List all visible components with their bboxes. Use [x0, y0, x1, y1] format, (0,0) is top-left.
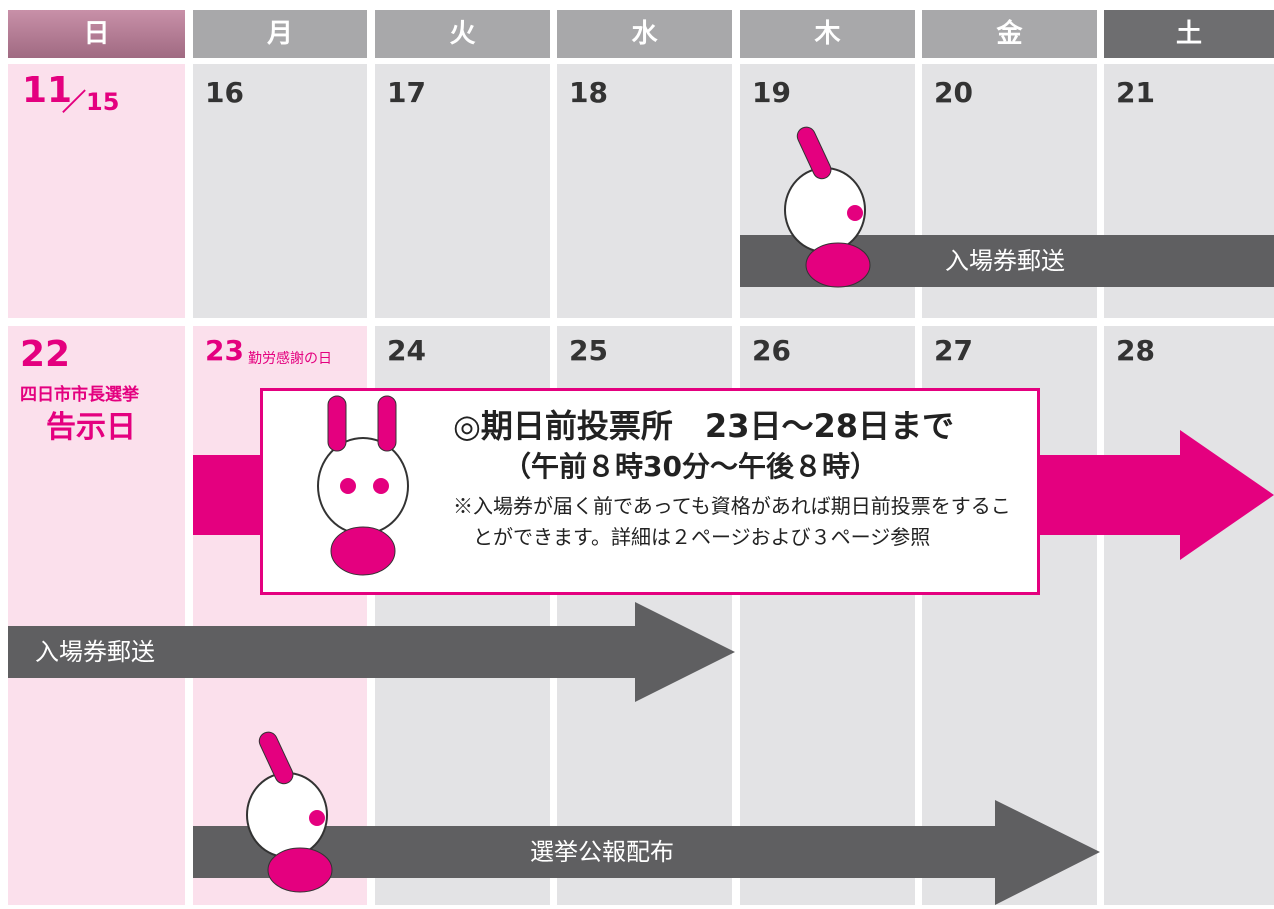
day-cell: [193, 64, 367, 318]
mascot: [784, 126, 871, 288]
holiday: 勤労感謝の日: [248, 351, 332, 367]
day-header: 金: [922, 10, 1097, 58]
mail-label: 入場券郵送: [35, 638, 155, 666]
voting-title: ◎期日前投票所 23日～28日まで: [453, 407, 954, 445]
election-note: 告示日: [46, 410, 136, 445]
date: 28: [1116, 334, 1155, 367]
mascot: [246, 731, 333, 893]
date: 19: [752, 76, 791, 109]
voting-hours: （午前８時30分～午後８時）: [503, 450, 878, 483]
day-cell: [557, 64, 732, 318]
day-header: 土: [1104, 10, 1274, 58]
date: 22: [20, 334, 71, 375]
date: 21: [1116, 76, 1155, 109]
date: 20: [934, 76, 973, 109]
voting-note: ※入場券が届く前であっても資格があれば期日前投票をすることができます。詳細は２ペ…: [453, 494, 1011, 549]
day-header: 木: [740, 10, 915, 58]
election-note: 四日市市長選挙: [20, 385, 139, 405]
date: 23: [205, 334, 244, 367]
day-cell: [8, 326, 185, 905]
day-header: 水: [557, 10, 732, 58]
date: 17: [387, 76, 426, 109]
day-header: 日: [8, 10, 185, 58]
day-cell: [8, 64, 185, 318]
date: 26: [752, 334, 791, 367]
date: ／15: [62, 88, 120, 116]
mascot: [317, 395, 409, 576]
mail-arrow: [8, 602, 735, 702]
date: 27: [934, 334, 973, 367]
day-cell: [1104, 326, 1274, 905]
day-cell: [375, 64, 550, 318]
day-header: 月: [193, 10, 367, 58]
date: 24: [387, 334, 426, 367]
day-header: 火: [375, 10, 550, 58]
date: 18: [569, 76, 608, 109]
date: 16: [205, 76, 244, 109]
early-voting-box: ◎期日前投票所 23日～28日まで （午前８時30分～午後８時） ※入場券が届く…: [260, 388, 1040, 595]
bulletin-label: 選挙公報配布: [530, 838, 674, 866]
bulletin-arrow: [193, 800, 1100, 905]
month: 11: [22, 70, 73, 111]
mail-label: 入場券郵送: [945, 247, 1065, 275]
date: 25: [569, 334, 608, 367]
